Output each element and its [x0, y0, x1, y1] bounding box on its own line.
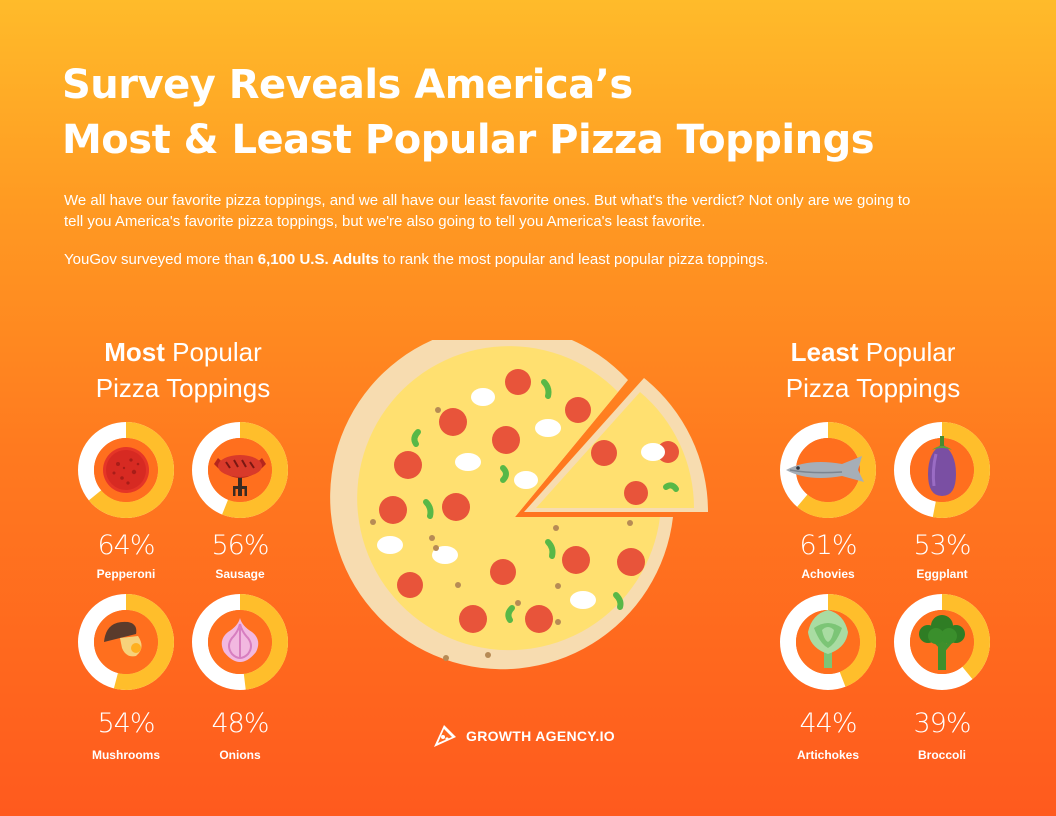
- pizza-icon: [330, 325, 709, 670]
- title-line-1: Survey Reveals America’s: [62, 62, 633, 108]
- anchovies-ring: [778, 420, 878, 520]
- artichoke-icon: [808, 610, 848, 668]
- pepperoni-percent: 64%: [97, 530, 155, 561]
- brand-name: GROWTH AGENCY.IO: [466, 728, 615, 744]
- eggplant-ring: [892, 420, 992, 520]
- pepperoni-ring: [76, 420, 176, 520]
- artichokes-percent: 44%: [799, 708, 857, 739]
- onions-label: Onions: [219, 748, 261, 762]
- most-popular-heading-rest: Popular: [164, 337, 262, 367]
- survey-paragraph: YouGov surveyed more than 6,100 U.S. Adu…: [64, 249, 924, 270]
- eggplant-percent: 53%: [913, 530, 971, 561]
- survey-text-start: YouGov surveyed more than: [64, 251, 258, 268]
- sausage-percent: 56%: [211, 530, 269, 561]
- pizza-illustration: [328, 325, 728, 720]
- anchovies-percent: 61%: [799, 530, 857, 561]
- survey-sample-size: 6,100 U.S. Adults: [257, 251, 379, 268]
- pizza-slice-logo-icon: [434, 725, 456, 747]
- sausage-label: Sausage: [215, 567, 265, 581]
- broccoli-ring: [892, 592, 992, 692]
- broccoli-icon: [919, 615, 965, 670]
- fish-icon: [786, 456, 864, 482]
- sausage-ring: [190, 420, 290, 520]
- mushrooms-ring: [76, 592, 176, 692]
- broccoli-percent: 39%: [913, 708, 971, 739]
- onions-ring: [190, 592, 290, 692]
- intro-paragraph: We all have our favorite pizza toppings,…: [64, 192, 911, 230]
- brand-logo: GROWTH AGENCY.IO: [430, 722, 615, 750]
- most-popular-heading-line2: Pizza Toppings: [95, 373, 271, 403]
- mushrooms-percent: 54%: [97, 708, 155, 739]
- eggplant-label: Eggplant: [916, 567, 968, 581]
- least-popular-heading-rest: Popular: [858, 337, 956, 367]
- mushroom-icon: [104, 621, 142, 657]
- sausage-icon: [214, 455, 266, 496]
- page-title: Survey Reveals America’s Most & Least Po…: [62, 58, 962, 168]
- eggplant-icon: [928, 436, 956, 496]
- most-popular-heading-bold: Most: [104, 337, 165, 367]
- artichokes-label: Artichokes: [796, 748, 860, 762]
- anchovies-label: Achovies: [801, 567, 855, 581]
- artichokes-ring: [778, 592, 878, 692]
- broccoli-label: Broccoli: [917, 748, 966, 762]
- onions-percent: 48%: [211, 708, 269, 739]
- least-popular-heading: Least Popular Pizza Toppings: [768, 334, 978, 406]
- most-popular-heading: Most Popular Pizza Toppings: [78, 334, 288, 406]
- title-line-2: Most & Least Popular Pizza Toppings: [62, 117, 875, 163]
- pepperoni-label: Pepperoni: [96, 567, 156, 581]
- onion-icon: [221, 618, 259, 662]
- pepperoni-icon: [103, 447, 149, 493]
- survey-text-end: to rank the most popular and least popul…: [378, 251, 769, 268]
- least-popular-heading-bold: Least: [790, 337, 859, 367]
- least-popular-heading-line2: Pizza Toppings: [785, 373, 961, 403]
- mushrooms-label: Mushrooms: [91, 748, 160, 762]
